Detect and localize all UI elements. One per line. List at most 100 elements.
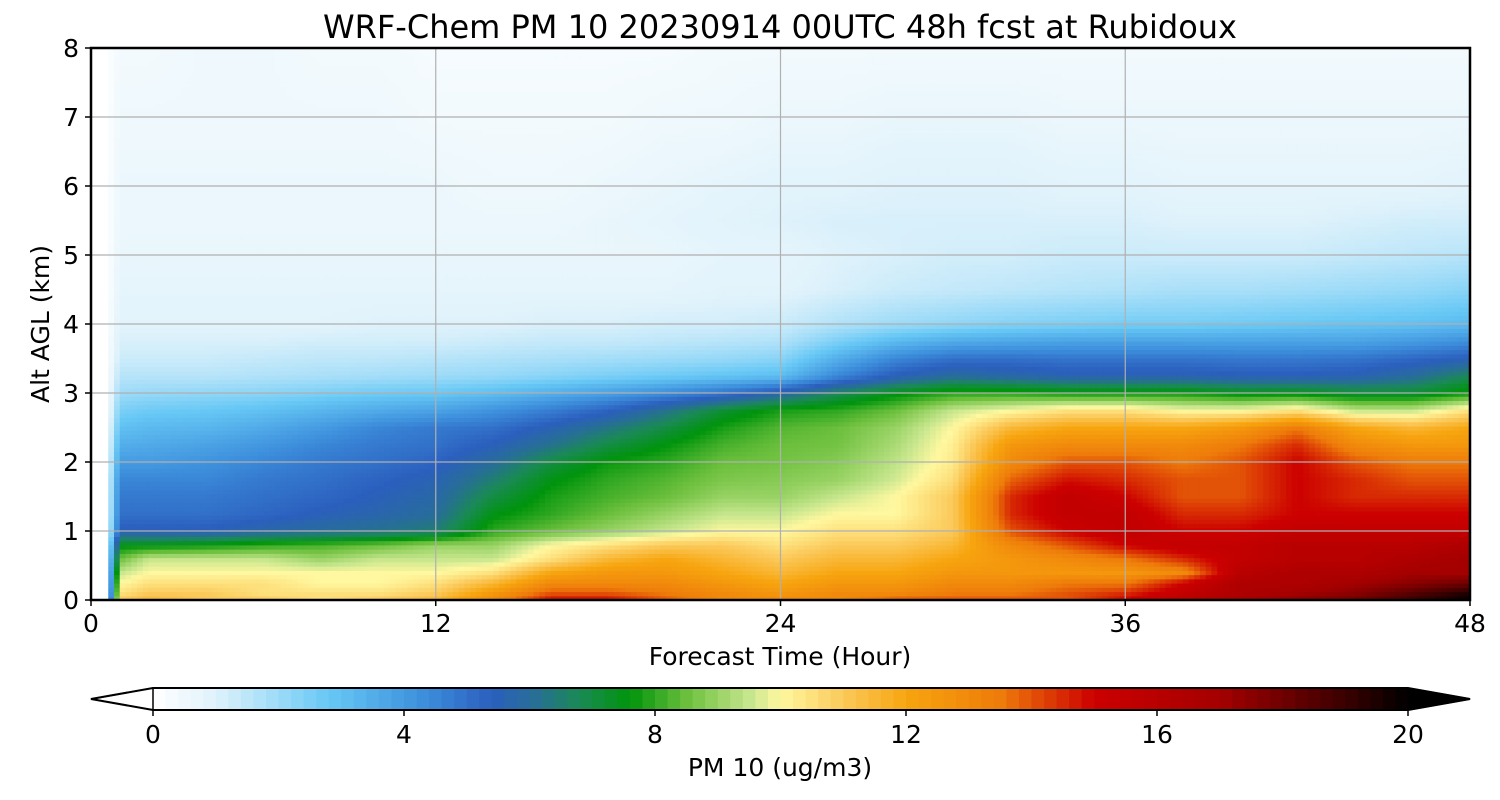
heatmap-cell: [1119, 591, 1126, 597]
heatmap-cell: [636, 510, 644, 516]
heatmap-cell: [1424, 570, 1431, 576]
heatmap-cell: [734, 566, 741, 571]
heatmap-cell: [671, 540, 678, 546]
heatmap-cell: [125, 574, 132, 580]
heatmap-cell: [883, 510, 891, 516]
heatmap-cell: [395, 515, 402, 520]
heatmap-cell: [1142, 587, 1149, 593]
heatmap-cell: [527, 510, 535, 516]
heatmap-cell: [108, 557, 115, 563]
heatmap-cell: [177, 583, 184, 588]
heatmap-cell: [194, 523, 201, 529]
heatmap-cell: [832, 510, 839, 516]
heatmap-cell: [165, 595, 173, 600]
heatmap-cell: [223, 510, 230, 516]
heatmap-cell: [889, 523, 897, 529]
heatmap-cell: [1067, 557, 1075, 563]
heatmap-cell: [1395, 570, 1402, 576]
heatmap-cell: [590, 578, 598, 584]
heatmap-cell: [786, 561, 793, 567]
heatmap-cell: [1366, 523, 1373, 529]
heatmap-cell: [240, 540, 247, 546]
heatmap-cell: [217, 519, 224, 525]
heatmap-cell: [487, 587, 494, 593]
heatmap-cell: [964, 566, 971, 571]
heatmap-cell: [1102, 519, 1109, 525]
heatmap-cell: [694, 587, 701, 593]
heatmap-cell: [223, 549, 230, 554]
heatmap-cell: [286, 540, 293, 546]
heatmap-cell: [625, 557, 632, 563]
heatmap-cell: [1389, 553, 1396, 559]
heatmap-cell: [430, 587, 437, 593]
heatmap-cell: [349, 561, 356, 567]
heatmap-cell: [510, 544, 517, 550]
heatmap-cell: [1222, 574, 1230, 580]
heatmap-cell: [1222, 544, 1230, 550]
heatmap-cell: [269, 549, 276, 554]
heatmap-cell: [809, 510, 816, 516]
heatmap-cell: [142, 561, 150, 567]
heatmap-cell: [682, 515, 690, 520]
heatmap-cell: [435, 578, 443, 584]
heatmap-cell: [464, 549, 471, 554]
heatmap-cell: [1280, 570, 1287, 576]
heatmap-cell: [975, 587, 983, 593]
heatmap-cell: [1142, 578, 1149, 584]
heatmap-cell: [539, 519, 546, 525]
heatmap-cell: [803, 591, 810, 597]
heatmap-cell: [475, 536, 483, 542]
heatmap-cell: [1257, 570, 1264, 576]
heatmap-cell: [424, 557, 431, 563]
heatmap-cell: [1366, 595, 1373, 600]
heatmap-cell: [119, 583, 127, 588]
heatmap-cell: [786, 549, 793, 554]
heatmap-cell: [131, 574, 138, 580]
heatmap-cell: [682, 540, 690, 546]
heatmap-cell: [1016, 583, 1023, 588]
heatmap-cell: [430, 578, 437, 584]
heatmap-cell: [1424, 536, 1431, 542]
heatmap-cell: [303, 570, 310, 576]
heatmap-cell: [1085, 553, 1092, 559]
heatmap-cell: [924, 519, 931, 525]
heatmap-cell: [1113, 566, 1121, 571]
heatmap-cell: [562, 574, 569, 580]
heatmap-cell: [217, 583, 224, 588]
heatmap-cell: [154, 549, 161, 554]
heatmap-cell: [1435, 574, 1442, 580]
heatmap-cell: [1119, 527, 1126, 533]
heatmap-cell: [119, 570, 127, 576]
heatmap-cell: [585, 561, 592, 567]
heatmap-cell: [1073, 540, 1080, 546]
heatmap-cell: [906, 523, 914, 529]
heatmap-cell: [723, 561, 730, 567]
heatmap-cell: [1389, 544, 1396, 550]
heatmap-cell: [1314, 583, 1322, 588]
heatmap-cell: [510, 566, 517, 571]
heatmap-cell: [1326, 549, 1333, 554]
heatmap-cell: [1447, 595, 1454, 600]
heatmap-cell: [1395, 527, 1402, 533]
heatmap-cell: [1234, 583, 1241, 588]
heatmap-cell: [1418, 595, 1425, 600]
heatmap-cell: [619, 591, 626, 597]
heatmap-cell: [177, 519, 184, 525]
heatmap-cell: [228, 583, 236, 588]
heatmap-cell: [320, 532, 328, 537]
heatmap-cell: [148, 587, 155, 593]
heatmap-cell: [142, 544, 150, 550]
heatmap-cell: [826, 591, 833, 597]
heatmap-cell: [418, 527, 425, 533]
heatmap-cell: [91, 578, 98, 584]
heatmap-cell: [1291, 566, 1299, 571]
heatmap-cell: [1125, 549, 1132, 554]
heatmap-cell: [527, 540, 535, 546]
heatmap-cell: [361, 549, 368, 554]
heatmap-cell: [366, 536, 374, 542]
heatmap-cell: [119, 595, 127, 600]
heatmap-cell: [1176, 583, 1184, 588]
heatmap-cell: [269, 536, 276, 542]
heatmap-cell: [148, 561, 155, 567]
heatmap-cell: [96, 532, 104, 537]
